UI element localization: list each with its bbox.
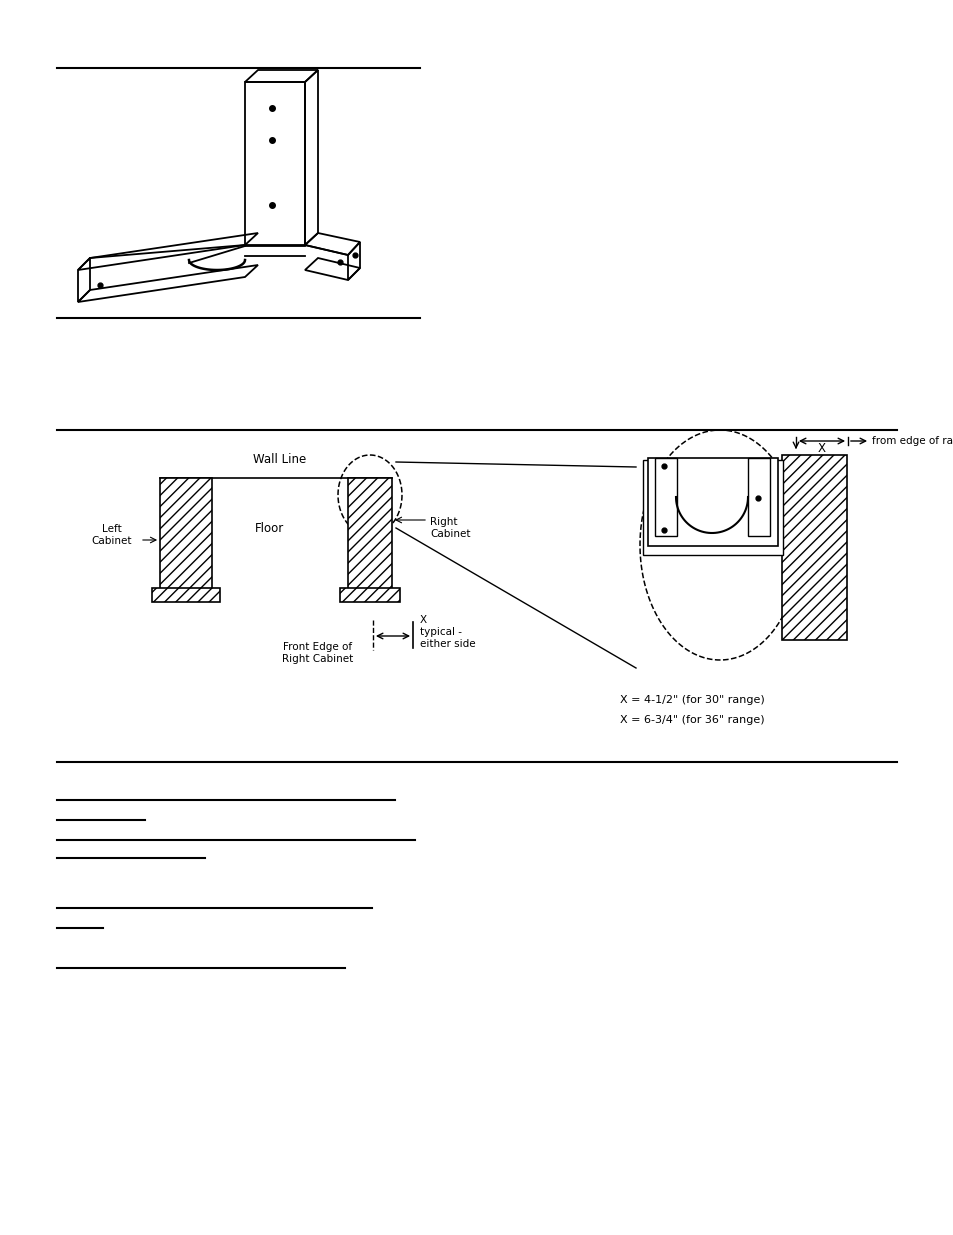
Bar bbox=[647, 458, 778, 546]
Text: Wall Line: Wall Line bbox=[253, 453, 306, 466]
Bar bbox=[642, 459, 782, 555]
Text: from edge of range: from edge of range bbox=[871, 436, 953, 446]
Bar bbox=[152, 588, 220, 601]
Text: X: X bbox=[817, 441, 825, 454]
Bar bbox=[339, 588, 399, 601]
Bar bbox=[348, 478, 392, 590]
Text: X = 4-1/2" (for 30" range): X = 4-1/2" (for 30" range) bbox=[619, 695, 764, 705]
Bar bbox=[747, 458, 769, 536]
Text: Floor: Floor bbox=[255, 521, 284, 535]
Text: Front Edge of
Right Cabinet: Front Edge of Right Cabinet bbox=[282, 642, 354, 663]
Text: X
typical -
either side: X typical - either side bbox=[419, 615, 476, 648]
Text: Right
Cabinet: Right Cabinet bbox=[430, 517, 470, 538]
Text: Left
Cabinet: Left Cabinet bbox=[91, 524, 132, 546]
Bar bbox=[655, 458, 677, 536]
Bar bbox=[160, 478, 212, 590]
Bar bbox=[781, 454, 846, 640]
Text: X = 6-3/4" (for 36" range): X = 6-3/4" (for 36" range) bbox=[619, 715, 763, 725]
